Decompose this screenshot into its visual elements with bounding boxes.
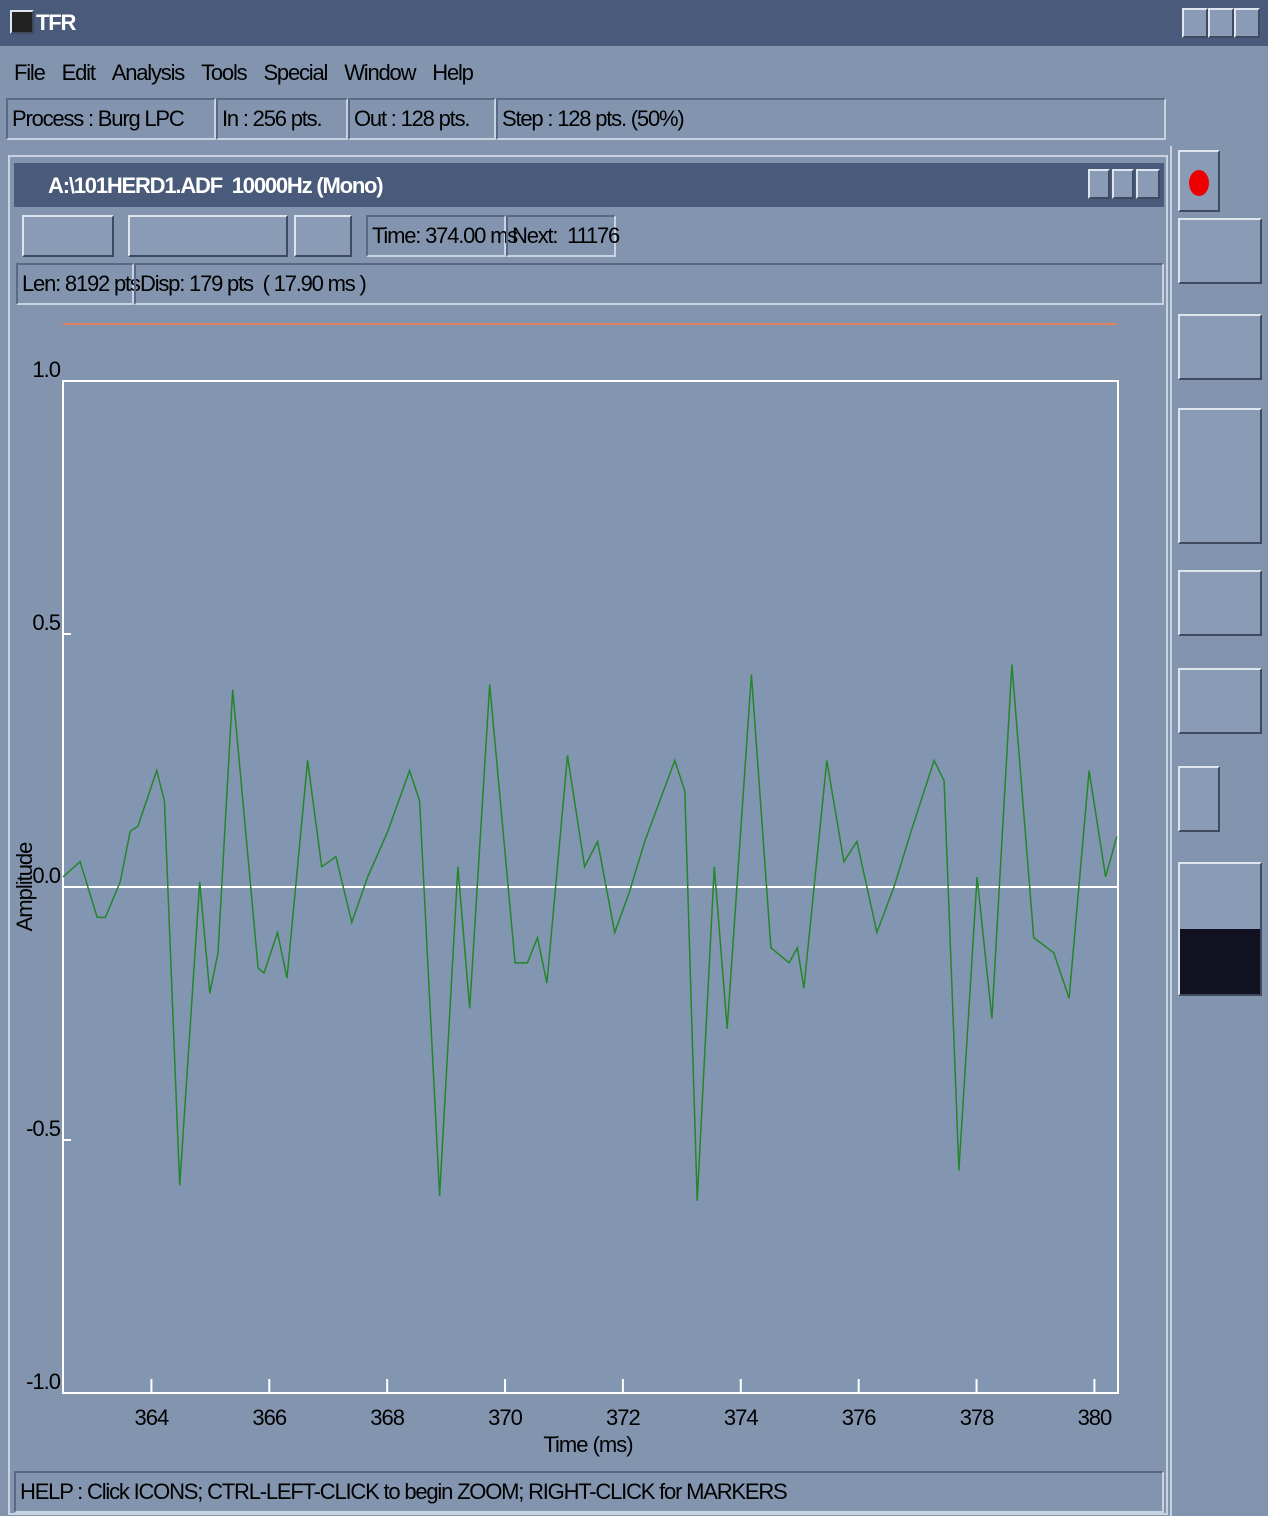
record-button[interactable] <box>1178 150 1220 212</box>
menu-item[interactable]: Help <box>432 60 474 85</box>
x-tick-label: 370 <box>488 1405 522 1430</box>
menu-item[interactable]: Special <box>263 60 328 85</box>
disp-field: Disp: 179 pts ( 17.90 ms ) <box>134 263 1164 305</box>
check-buttons[interactable] <box>1178 668 1262 734</box>
dots-button[interactable] <box>1178 766 1220 832</box>
menu-item[interactable]: File <box>14 60 46 85</box>
view-buttons[interactable] <box>294 215 352 257</box>
close[interactable] <box>1234 8 1260 38</box>
window-title: A:\101HERD1.ADF 10000Hz (Mono) <box>48 173 384 198</box>
window-title-bar: A:\101HERD1.ADF 10000Hz (Mono) <box>14 163 1164 207</box>
status-field: Out : 128 pts. <box>348 98 496 140</box>
x-tick-label: 368 <box>370 1405 404 1430</box>
y-tick-label: 1.0 <box>32 357 60 382</box>
app-title: TFR <box>36 10 76 35</box>
menu-item[interactable]: Window <box>344 60 416 85</box>
wave-buttons[interactable] <box>1178 408 1262 544</box>
next-field: Next: 11176 <box>506 215 620 257</box>
y-tick-label: -1.0 <box>26 1369 61 1394</box>
x-axis-label: Time (ms) <box>543 1432 632 1457</box>
status-field: In : 256 pts. <box>216 98 348 140</box>
minimize[interactable] <box>1182 8 1208 38</box>
x-tick-label: 380 <box>1078 1405 1112 1430</box>
right-toolbar <box>1170 146 1268 1516</box>
spectro-buttons[interactable] <box>1178 862 1262 996</box>
menu-item[interactable]: Tools <box>201 60 248 85</box>
play-buttons[interactable] <box>22 215 114 257</box>
y-tick-label: -0.5 <box>26 1116 61 1141</box>
status-field: Step : 128 pts. (50%) <box>496 98 1166 140</box>
menu-item[interactable]: Analysis <box>111 60 186 85</box>
help-bar: HELP : Click ICONS; CTRL-LEFT-CLICK to b… <box>14 1471 1164 1513</box>
maximize[interactable] <box>1112 169 1134 199</box>
x-tick-label: 378 <box>960 1405 994 1430</box>
y-tick-label: 0.5 <box>32 610 60 635</box>
file-buttons[interactable] <box>1178 218 1262 284</box>
close[interactable] <box>1136 169 1160 199</box>
app-icon <box>10 10 34 34</box>
print-buttons[interactable] <box>1178 314 1262 380</box>
x-tick-label: 374 <box>724 1405 758 1430</box>
x-tick-label: 366 <box>252 1405 286 1430</box>
signal-line <box>62 664 1118 1201</box>
navigation-buttons[interactable] <box>128 215 288 257</box>
app-title-bar: TFR <box>0 0 1268 46</box>
x-tick-label: 376 <box>842 1405 876 1430</box>
menu-item[interactable]: Edit <box>61 60 96 85</box>
marker-buttons[interactable] <box>1178 570 1262 636</box>
minimize[interactable] <box>1088 169 1110 199</box>
len-field: Len: 8192 pts <box>16 263 141 305</box>
y-tick-label: 0.0 <box>32 863 60 888</box>
menu-bar: File Edit Analysis Tools Special Window Help <box>14 60 490 86</box>
status-field: Process : Burg LPC <box>6 98 216 140</box>
x-tick-label: 372 <box>606 1405 640 1430</box>
restore[interactable] <box>1208 8 1234 38</box>
y-axis-label: Amplitude <box>12 842 37 932</box>
x-tick-label: 364 <box>135 1405 169 1430</box>
